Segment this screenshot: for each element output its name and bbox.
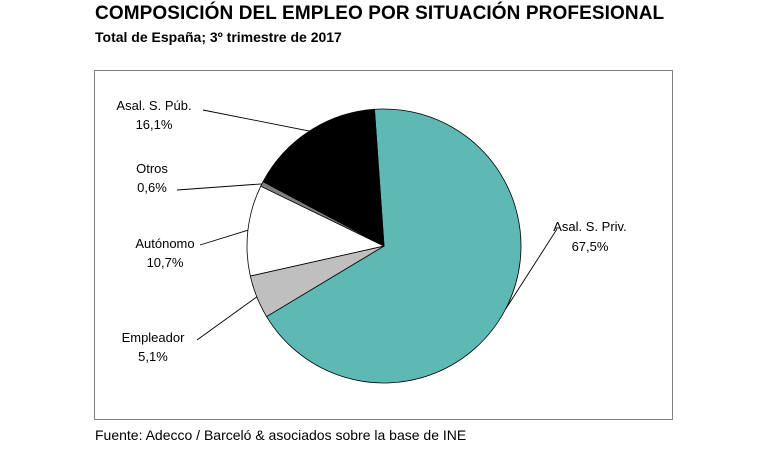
- pie-slice-aut-nomo: [246, 185, 385, 277]
- leader-line: [202, 109, 310, 132]
- slice-value-label: 67,5%: [572, 239, 609, 254]
- slice-value-label: 16,1%: [136, 117, 173, 132]
- pie-slice-asal-s-p-b: [262, 108, 385, 247]
- slice-name-label: Asal. S. Púb.: [116, 98, 191, 113]
- slice-value-label: 5,1%: [138, 349, 168, 364]
- leader-line: [199, 229, 249, 246]
- leader-line: [196, 296, 258, 341]
- chart-frame: [94, 70, 673, 420]
- chart-subtitle: Total de España; 3º trimestre de 2017: [95, 29, 342, 45]
- slice-value-label: 10,7%: [147, 255, 184, 270]
- slice-name-label: Otros: [136, 161, 168, 176]
- slice-name-label: Asal. S. Priv.: [553, 219, 626, 234]
- slice-name-label: Autónomo: [135, 236, 194, 251]
- source-note: Fuente: Adecco / Barceló & asociados sob…: [95, 427, 467, 443]
- leader-line: [505, 228, 558, 310]
- leader-lines: [176, 109, 558, 341]
- leader-line: [176, 183, 262, 191]
- chart-title: COMPOSICIÓN DEL EMPLEO POR SITUACIÓN PRO…: [95, 3, 665, 24]
- slice-labels: Asal. S. Priv. 67,5% Empleador 5,1% Autónomo…: [116, 98, 626, 364]
- slice-value-label: 0,6%: [137, 180, 167, 195]
- pie-slices: [246, 108, 522, 384]
- slice-name-label: Empleador: [122, 330, 186, 345]
